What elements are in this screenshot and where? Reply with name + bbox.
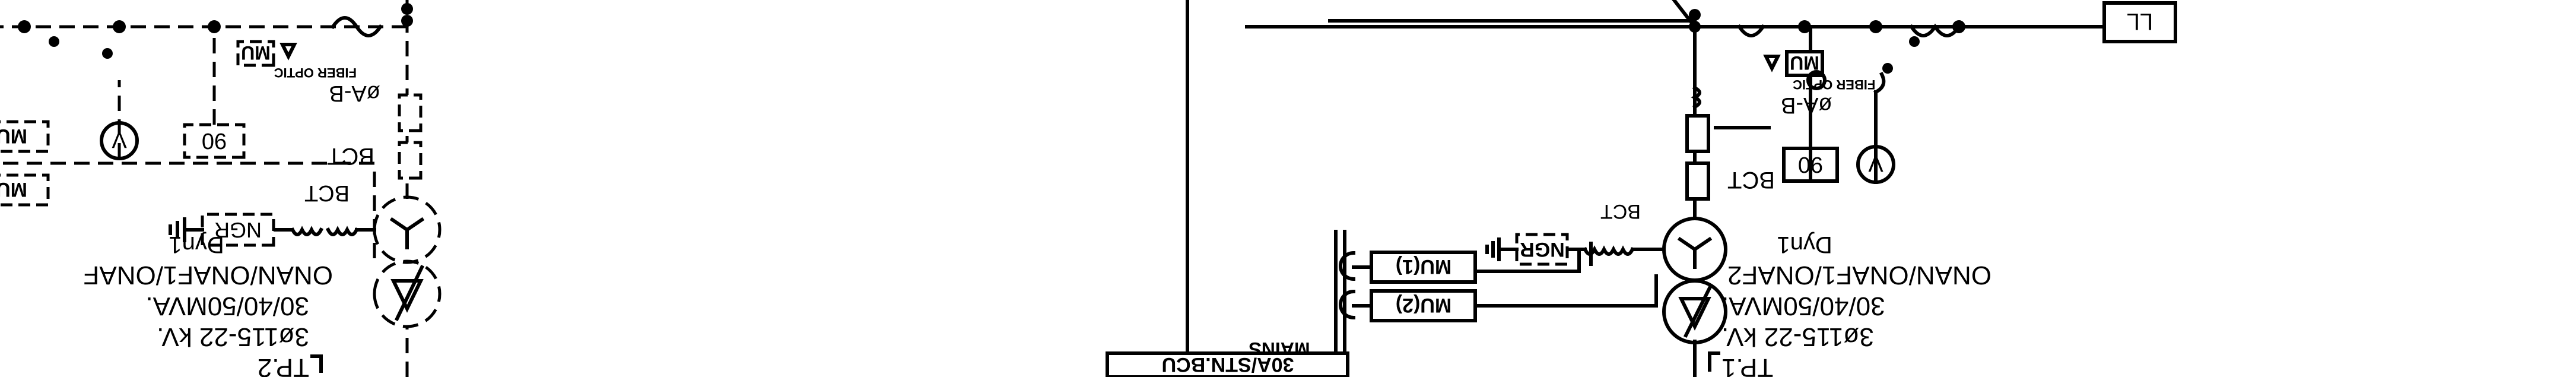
tp2-rating-power: 30/40/50MVA. <box>145 292 309 321</box>
tp1-mu1-arc <box>1339 251 1356 281</box>
tp2-rating-voltage: 3ø115-22 kV. <box>157 322 309 351</box>
tp2-mu2-label: MU(2 <box>0 178 27 201</box>
tp2-mu2-box <box>0 173 50 207</box>
tp2-bct-block-2 <box>398 93 423 132</box>
tp2-tap-arrow <box>394 264 425 322</box>
tp2-phase-label: øA-B <box>329 81 380 106</box>
tp1-mu1-box <box>1370 251 1477 284</box>
tp1-rating-power: 30/40/50MVA. <box>1721 292 1885 321</box>
tp2-mu-box <box>236 40 275 67</box>
tp1-mu2-arc <box>1339 289 1356 320</box>
tp1-delta-winding <box>1662 279 1727 344</box>
tp1-bct-coil <box>1582 245 1635 256</box>
tp1-phase-label: øA-B <box>1781 93 1832 118</box>
tp2-vector-group: Dyn1 <box>169 232 224 258</box>
tp1-vector-group: Dyn1 <box>1777 232 1832 258</box>
tp1-ll-label: LL <box>2127 8 2153 34</box>
tp2-mu1-box <box>0 120 50 153</box>
tp2-bct-coil <box>290 226 360 236</box>
tp1-wye-symbol <box>1677 236 1713 269</box>
tp1-rating-voltage: 3ø115-22 kV. <box>1721 322 1874 351</box>
tp1-bct-block-2 <box>1685 114 1710 153</box>
tp1-neutral-bct-label: BCT <box>1600 200 1641 223</box>
tp2-mu-label: MU <box>241 42 271 64</box>
tp1-bct-label: BCT <box>1727 167 1775 193</box>
tp2-fiber-label: FIBER OPTIC <box>274 65 357 80</box>
tp2-ngr-box <box>201 213 275 247</box>
tp1-ll-box <box>2102 1 2177 43</box>
tp1-delta-symbol <box>1678 297 1711 331</box>
tp1-bct-block-1 <box>1685 161 1710 201</box>
tp2-neutral-bct-label: BCT <box>304 180 350 205</box>
tp1-tap-arrow <box>1683 285 1713 338</box>
tp2-bct-label: BCT <box>327 143 374 169</box>
tp2-delta-symbol <box>390 279 424 313</box>
tp1-bcu-box <box>1106 351 1349 377</box>
tp2-title: TP.2 <box>258 353 309 377</box>
tp1-title: TP.1 <box>1721 353 1773 377</box>
tp1-fiber-label: FIBER OPTIC <box>1793 77 1875 92</box>
tp1-cooling: ONAN/ONAF1/ONAF2 <box>1727 261 1991 290</box>
tp2-relay-90 <box>183 123 246 159</box>
tp2-section: NGR BCT MU(2 MU(1 TP.2 3ø115-22 kV. 30/4… <box>0 0 441 377</box>
tp1-section: NGR BCT MU(2) MU(1) MAINS 30A/STN.BCU TP… <box>1106 0 2177 377</box>
tp1-mu1-label: MU(1) <box>1396 255 1451 278</box>
tp1-mu2-label: MU(2) <box>1396 294 1451 316</box>
tp1-ngr-label: NGR <box>1520 238 1565 261</box>
tp1-bcu-label: 30A/STN.BCU <box>1162 353 1294 376</box>
tp2-mu1-label: MU(1 <box>0 125 27 147</box>
tp1-ground-symbol <box>1485 237 1519 261</box>
tp2-ngr-label: NGR <box>214 218 262 242</box>
tp2-ground-symbol <box>169 217 204 242</box>
tp2-relay-90-label: 90 <box>202 128 227 153</box>
tp2-bct-block-1 <box>398 141 423 180</box>
tp2-cooling: ONAN/ONAF1/ONAF <box>84 261 333 290</box>
tp2-wye-symbol <box>389 217 425 249</box>
tp1-mu-label: MU <box>1790 52 1819 74</box>
